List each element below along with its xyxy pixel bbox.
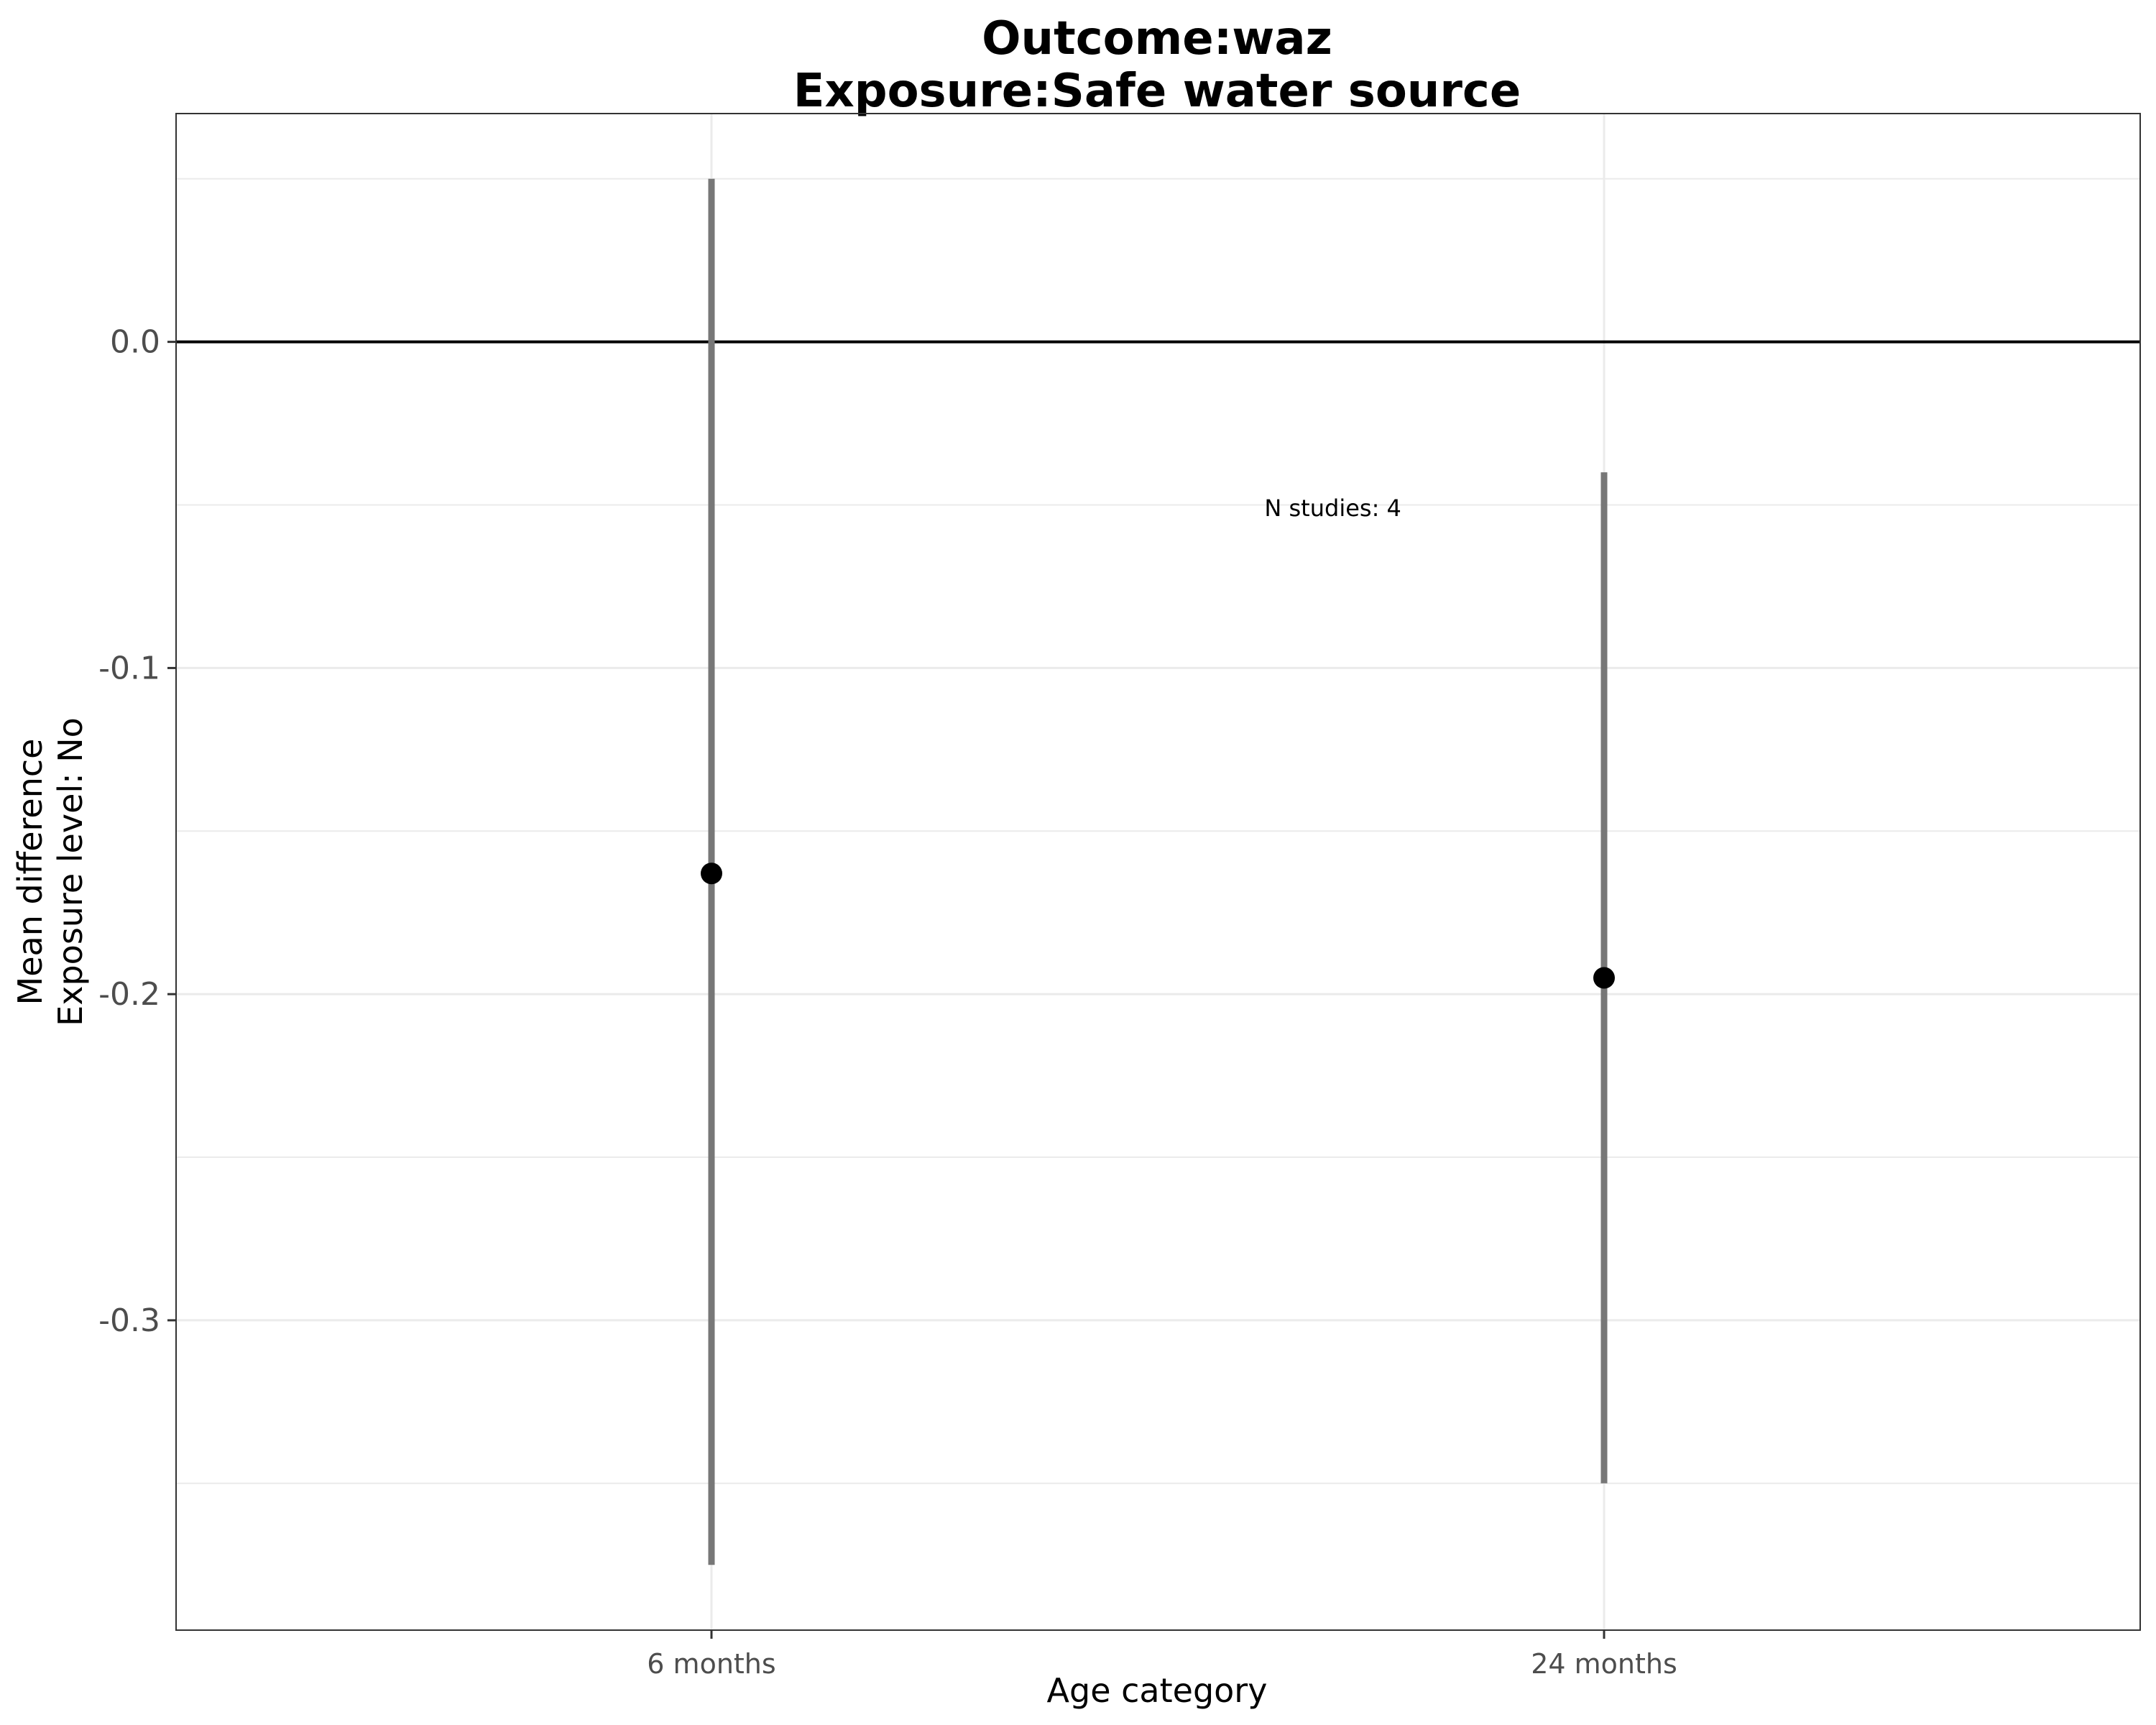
- chart-title-line1: Outcome:waz: [982, 12, 1332, 65]
- y-tick-label: -0.3: [98, 1302, 160, 1339]
- x-tick-label: 24 months: [1531, 1648, 1677, 1680]
- point-estimate: [1593, 967, 1615, 989]
- x-tick-label: 6 months: [647, 1648, 775, 1680]
- y-tick-label: -0.2: [98, 976, 160, 1013]
- y-tick-label: 0.0: [110, 324, 160, 361]
- annotation-n-studies: N studies: 4: [1264, 494, 1401, 522]
- x-axis-title: Age category: [1047, 1671, 1268, 1710]
- y-axis-ticks: 0.0 -0.1 -0.2 -0.3: [98, 324, 176, 1339]
- plot-border: [175, 113, 2141, 1631]
- x-axis-ticks: 6 months 24 months: [647, 1630, 1677, 1680]
- chart-title-line2: Exposure:Safe water source: [793, 65, 1521, 118]
- y-axis-title-line1: Mean difference: [11, 739, 50, 1006]
- y-tick-label: -0.1: [98, 650, 160, 686]
- y-axis-title-line2: Exposure level: No: [51, 717, 90, 1026]
- data-layer: [701, 178, 1615, 1565]
- point-estimate: [701, 862, 722, 885]
